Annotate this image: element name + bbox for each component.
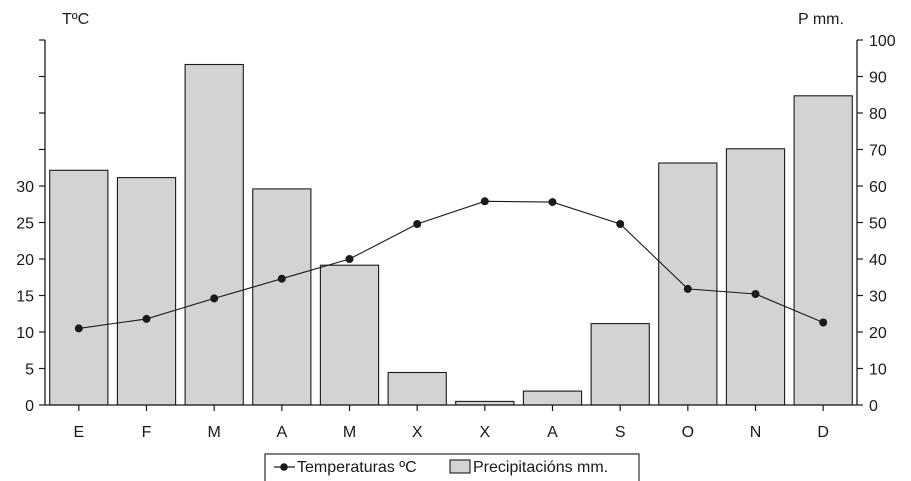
right-axis-unit-label: P mm.	[798, 11, 844, 28]
left-axis-tick-label: 0	[25, 398, 34, 415]
x-axis-tick-label: N	[750, 424, 762, 441]
left-axis-tick-label: 25	[16, 216, 34, 233]
x-axis-tick-label: A	[276, 424, 287, 441]
precipitation-bar-4	[252, 188, 312, 406]
legend-precipitation-swatch-icon	[449, 459, 471, 474]
x-axis-tick-label: O	[682, 424, 694, 441]
x-axis-tick-label: X	[479, 424, 490, 441]
temperature-point-10	[683, 284, 692, 293]
temperature-point-6	[413, 220, 422, 228]
left-axis-tick-label: 15	[16, 289, 34, 306]
axis-labels: TºC P mm.	[62, 11, 844, 28]
right-axis-tick-label: 60	[869, 179, 887, 196]
x-axis-tick-label: F	[142, 424, 152, 441]
temperature-point-9	[616, 220, 625, 228]
left-axis-unit-label: TºC	[62, 11, 89, 28]
precipitation-bar-12	[793, 95, 853, 406]
right-axis-tick-label: 100	[869, 33, 896, 50]
precipitation-bar-5	[319, 264, 380, 406]
precipitation-bars	[49, 63, 853, 406]
left-axis-tick-label: 30	[16, 179, 34, 196]
precipitation-bar-11	[725, 148, 786, 406]
temperature-series	[74, 197, 828, 333]
x-axis-tick-label: X	[412, 424, 423, 441]
temperature-point-12	[819, 318, 828, 327]
legend-temperature-marker-icon	[280, 463, 288, 471]
left-axis-tick-label: 5	[25, 362, 34, 379]
chart-axes: 0 5 10 15 20 25 30 0 10 20 30 40 50 60 70 80 90 100 E F M A M X…	[16, 33, 896, 441]
temperature-point-7	[480, 197, 489, 206]
x-axis-tick-label: A	[547, 424, 558, 441]
left-axis-tick-label: 10	[16, 325, 34, 342]
temperature-point-1	[74, 324, 83, 333]
precipitation-bar-10	[658, 162, 718, 406]
precipitation-bar-6	[387, 371, 447, 406]
temperature-point-3	[210, 294, 219, 303]
right-axis-tick-label: 20	[869, 325, 887, 342]
temperature-point-5	[345, 255, 354, 263]
right-axis-tick-label: 50	[869, 216, 887, 233]
temperature-point-11	[751, 290, 760, 298]
right-axis-tick-label: 0	[869, 398, 878, 415]
right-axis-tick-label: 10	[869, 362, 887, 379]
right-axis-tick-label: 90	[869, 70, 887, 87]
x-axis-tick-label: M	[208, 424, 221, 441]
legend: Temperaturas ºC Precipitacións mm.	[264, 453, 640, 481]
x-axis-tick-label: M	[343, 424, 356, 441]
legend-temperature-label: Temperaturas ºC	[297, 459, 417, 476]
right-axis-tick-label: 80	[869, 106, 887, 123]
right-axis-tick-label: 70	[869, 143, 887, 160]
precipitation-bar-9	[590, 323, 650, 406]
right-axis-tick-label: 40	[869, 252, 887, 269]
x-axis-tick-label: D	[817, 424, 829, 441]
precipitation-bar-3	[184, 63, 244, 406]
precipitation-bar-2	[116, 177, 177, 406]
precipitation-bar-1	[49, 169, 109, 406]
temperature-line	[78, 200, 824, 329]
left-axis-tick-label: 20	[16, 252, 34, 269]
x-axis-tick-label: E	[73, 424, 84, 441]
precipitation-bar-8	[522, 390, 583, 406]
right-axis-tick-label: 30	[869, 289, 887, 306]
legend-precipitation-label: Precipitacións mm.	[473, 459, 608, 476]
temperature-point-8	[548, 198, 557, 207]
x-axis-tick-label: S	[615, 424, 626, 441]
temperature-point-4	[277, 274, 286, 283]
temperature-point-2	[142, 314, 151, 323]
